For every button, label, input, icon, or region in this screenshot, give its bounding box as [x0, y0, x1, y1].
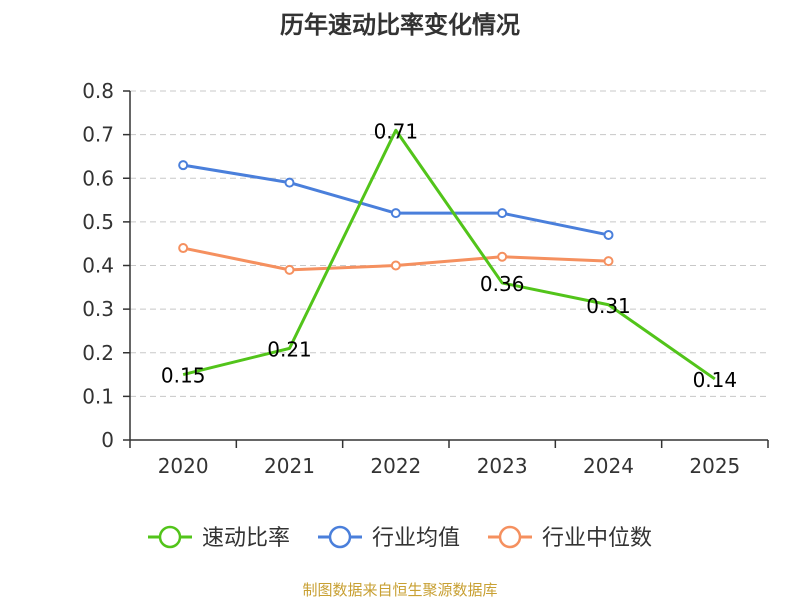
- x-tick-label-2023: 2023: [477, 454, 528, 478]
- legend-marker-行业均值: [328, 525, 352, 549]
- series-行业中位数: [178, 243, 614, 275]
- source-note: 制图数据来自恒生聚源数据库: [302, 581, 497, 599]
- y-tick-label-0: 0: [101, 428, 114, 452]
- point-行业中位数-2024[interactable]: [603, 256, 614, 267]
- legend-label-行业均值: 行业均值: [372, 526, 460, 551]
- x-tick-label-2022: 2022: [370, 454, 421, 478]
- point-行业中位数-2020[interactable]: [178, 243, 189, 254]
- grid-lines: [130, 90, 768, 397]
- chart-title: 历年速动比率变化情况: [280, 11, 520, 39]
- series-line-行业均值: [182, 163, 609, 237]
- legend-label-行业中位数: 行业中位数: [542, 526, 652, 551]
- data-labels: 0.15 0.21 0.71 0.36 0.31 0.14: [161, 119, 737, 392]
- data-label-速动比率-2024: 0.31: [586, 294, 631, 318]
- x-tick-label-2025: 2025: [689, 454, 740, 478]
- y-tick-label-7: 0.7: [82, 123, 114, 147]
- series-行业均值: [178, 160, 614, 240]
- x-tick-label-2021: 2021: [264, 454, 315, 478]
- data-label-速动比率-2020: 0.15: [161, 364, 206, 388]
- point-行业均值-2020[interactable]: [178, 160, 189, 171]
- point-行业均值-2022[interactable]: [390, 208, 401, 219]
- legend-label-速动比率: 速动比率: [202, 526, 290, 551]
- point-行业均值-2023[interactable]: [497, 208, 508, 219]
- legend[interactable]: 速动比率 行业均值 行业中位数: [148, 525, 652, 551]
- legend-item-行业均值[interactable]: 行业均值: [318, 525, 460, 551]
- y-tick-label-5: 0.5: [82, 210, 114, 234]
- data-label-速动比率-2025: 0.14: [693, 368, 738, 392]
- axes: 0 0.1 0.2 0.3 0.4 0.5 0.6 0.7 0.8 2020 2021 2022 202…: [82, 79, 769, 478]
- y-tick-label-1: 0.1: [82, 384, 114, 408]
- data-label-速动比率-2022: 0.71: [374, 119, 419, 143]
- series-速动比率: [182, 128, 716, 381]
- data-label-速动比率-2021: 0.21: [267, 337, 312, 361]
- legend-marker-行业中位数: [498, 525, 522, 549]
- y-tick-label-2: 0.2: [82, 341, 114, 365]
- x-tick-label-2024: 2024: [583, 454, 634, 478]
- legend-marker-速动比率: [158, 525, 182, 549]
- data-label-速动比率-2023: 0.36: [480, 272, 525, 296]
- point-行业中位数-2023[interactable]: [497, 251, 508, 262]
- x-tick-label-2020: 2020: [158, 454, 209, 478]
- legend-item-行业中位数[interactable]: 行业中位数: [488, 525, 652, 551]
- y-tick-label-4: 0.4: [82, 254, 114, 278]
- series-line-速动比率: [182, 128, 716, 381]
- y-tick-label-3: 0.3: [82, 297, 114, 321]
- y-tick-label-6: 0.6: [82, 166, 114, 190]
- series-layer: [178, 128, 716, 381]
- y-tick-label-8: 0.8: [82, 79, 114, 103]
- point-行业均值-2021[interactable]: [284, 177, 295, 188]
- point-行业中位数-2021[interactable]: [284, 264, 295, 275]
- legend-item-速动比率[interactable]: 速动比率: [148, 525, 290, 551]
- point-行业中位数-2022[interactable]: [390, 260, 401, 271]
- point-行业均值-2024[interactable]: [603, 229, 614, 240]
